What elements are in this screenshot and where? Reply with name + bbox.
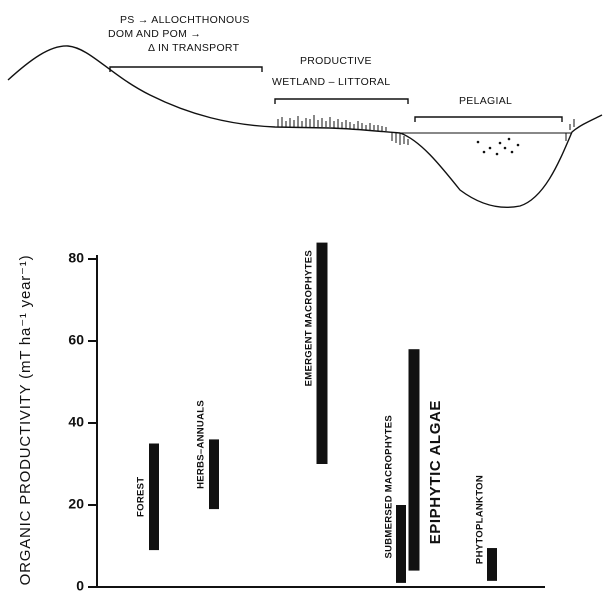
y-axis-label: ORGANIC PRODUCTIVITY (mT ha⁻¹ year⁻¹): [17, 255, 34, 586]
diagram-label: PELAGIAL: [459, 95, 512, 107]
landscape-diagram: [8, 46, 602, 207]
bar: [149, 444, 159, 551]
vegetation: [278, 115, 574, 145]
y-tick-label: 60: [68, 332, 84, 348]
category-label: EPIPHYTIC ALGAE: [427, 400, 444, 544]
y-tick-label: 20: [68, 496, 84, 512]
category-label: HERBS–ANNUALS: [196, 400, 207, 489]
terrain: [8, 46, 602, 207]
y-tick-label: 40: [68, 414, 84, 430]
category-label: FOREST: [136, 477, 147, 517]
bar: [487, 548, 497, 581]
category-label: SUBMERSED MACROPHYTES: [384, 415, 395, 559]
category-label: EMERGENT MACROPHYTES: [304, 250, 315, 386]
diagram-label: DOM AND POM →: [108, 28, 201, 40]
diagram-label: Δ IN TRANSPORT: [148, 42, 240, 54]
bracket: [415, 117, 562, 122]
figure: PS → ALLOCHTHONOUS DOM AND POM → Δ IN TR…: [0, 0, 605, 592]
diagram-label: PRODUCTIVE: [300, 55, 372, 67]
diagram-label: WETLAND – LITTORAL: [272, 76, 390, 88]
bracket: [110, 67, 262, 72]
y-tick-label: 80: [68, 250, 84, 266]
bar: [409, 349, 420, 570]
diagram-label: PS → ALLOCHTHONOUS: [120, 14, 250, 26]
bar: [209, 439, 219, 509]
bar: [317, 243, 328, 464]
page: {"diagram": {"labels": ["PS \u2192 ALLOC…: [0, 0, 605, 592]
bracket: [275, 99, 408, 104]
plankton-dots: [477, 138, 520, 156]
y-tick-label: 0: [76, 578, 84, 592]
category-label: PHYTOPLANKTON: [475, 475, 486, 564]
bar: [396, 505, 406, 583]
